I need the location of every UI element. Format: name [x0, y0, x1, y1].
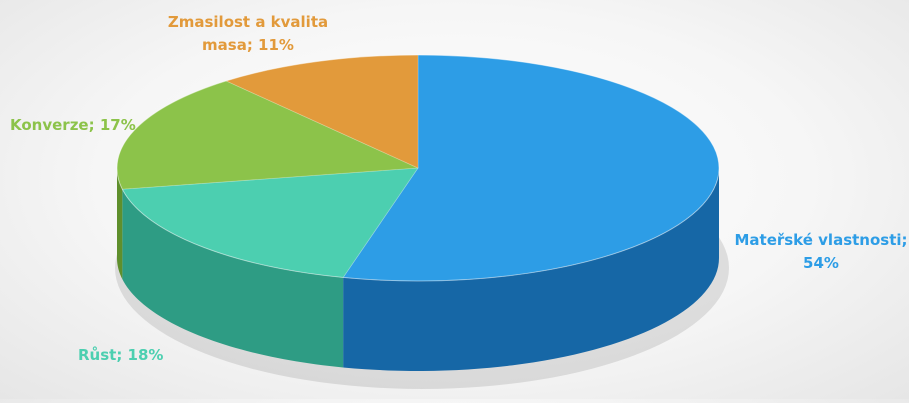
- slice-label-zmasilost: Zmasilost a kvalita masa; 11%: [148, 11, 348, 57]
- slice-label-konverze-line1: Konverze; 17%: [10, 116, 136, 134]
- pie-slice-zmasilost: [225, 54, 419, 169]
- pie-side-konverze: [117, 168, 123, 280]
- slice-label-rust-line1: Růst; 18%: [78, 346, 164, 364]
- slice-label-rust: Růst; 18%: [78, 344, 163, 367]
- pie-side-rust: [122, 189, 344, 368]
- pie-slice-konverze: [116, 80, 419, 190]
- slice-label-materske-line2: 54%: [803, 254, 839, 272]
- pie-slice-materske: [342, 54, 720, 282]
- slice-label-konverze: Konverze; 17%: [10, 114, 136, 137]
- pie-rim: [116, 54, 720, 282]
- slice-label-materske-line1: Mateřské vlastnosti;: [734, 231, 908, 249]
- pie-side-materske: [343, 168, 719, 371]
- slice-label-zmasilost-line2: masa; 11%: [202, 36, 294, 54]
- slice-label-zmasilost-line1: Zmasilost a kvalita: [167, 13, 329, 31]
- slice-label-materske: Mateřské vlastnosti; 54%: [733, 229, 909, 275]
- pie-slice-rust: [121, 167, 419, 278]
